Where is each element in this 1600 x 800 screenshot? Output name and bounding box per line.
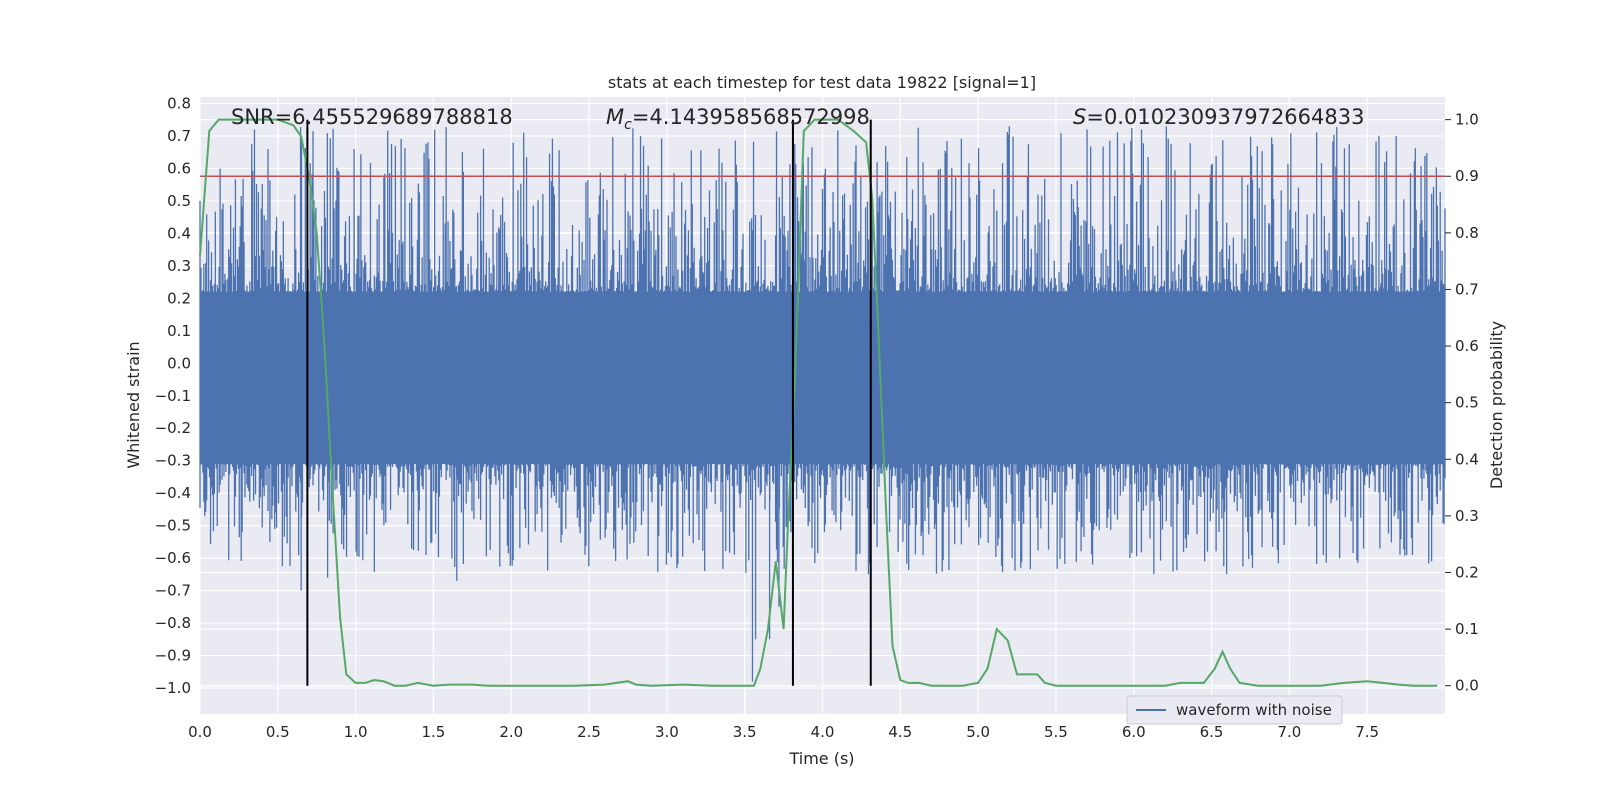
right-tick-label: 0.9 (1455, 167, 1479, 185)
x-tick-label: 5.5 (1044, 723, 1068, 741)
x-tick-label: 4.0 (811, 723, 835, 741)
x-tick-label: 2.0 (499, 723, 523, 741)
axes: 0.0 0.5 1.0 1.5 2.0 2.5 3.0 3.5 4.0 4.5 5.0 5.5 6.0 6… (155, 94, 1479, 741)
right-tick-label: 0.4 (1455, 450, 1479, 468)
left-tick-label: 0.5 (167, 192, 191, 210)
left-tick-label: 0.6 (167, 159, 191, 177)
s-symbol: S (1073, 105, 1086, 129)
legend-entry: waveform with noise (1176, 701, 1332, 719)
left-tick-label: 0.2 (167, 289, 191, 307)
x-tick-label: 3.0 (655, 723, 679, 741)
s-annotation: S=0.010230937972664833 (1073, 105, 1364, 129)
right-tick-label: 0.8 (1455, 224, 1479, 242)
right-tick-label: 0.0 (1455, 677, 1479, 695)
left-axis-label: Whitened strain (124, 341, 143, 468)
left-tick-label: 0.3 (167, 257, 191, 275)
left-tick-label: −0.2 (155, 419, 191, 437)
snr-annotation: SNR=6.455529689788818 (231, 105, 513, 129)
x-tick-label: 5.0 (966, 723, 990, 741)
x-tick-label: 6.5 (1200, 723, 1224, 741)
s-value: =0.010230937972664833 (1086, 105, 1364, 129)
right-tick-label: 0.1 (1455, 620, 1479, 638)
x-tick-label: 2.5 (577, 723, 601, 741)
overlays (199, 118, 1445, 687)
left-tick-label: 0.8 (167, 94, 191, 112)
left-tick-label: −0.6 (155, 549, 191, 567)
left-tick-label: 0.0 (167, 354, 191, 372)
left-tick-label: −0.5 (155, 517, 191, 535)
x-tick-label: 1.0 (344, 723, 368, 741)
left-tick-label: −0.8 (155, 614, 191, 632)
right-tick-label: 0.5 (1455, 394, 1479, 412)
x-tick-label: 3.5 (733, 723, 757, 741)
left-tick-label: 0.7 (167, 127, 191, 145)
left-tick-label: −0.4 (155, 484, 191, 502)
x-tick-label: 7.0 (1277, 723, 1301, 741)
mc-value: =4.143958568572998 (632, 105, 870, 129)
left-tick-label: −0.9 (155, 647, 191, 665)
x-tick-label: 6.0 (1122, 723, 1146, 741)
mc-subscript: c (624, 117, 632, 133)
right-tick-label: 0.3 (1455, 507, 1479, 525)
left-tick-label: 0.4 (167, 224, 191, 242)
left-tick-label: −0.1 (155, 387, 191, 405)
waveform-core (200, 291, 1445, 464)
x-tick-label: 0.5 (266, 723, 290, 741)
x-tick-label: 4.5 (888, 723, 912, 741)
chart-title: stats at each timestep for test data 198… (608, 73, 1036, 92)
right-axis-label: Detection probability (1487, 321, 1506, 489)
mc-annotation: Mc=4.143958568572998 (606, 105, 870, 133)
detection-probability-line (199, 118, 1438, 687)
mc-symbol: M (606, 105, 624, 129)
x-axis-label: Time (s) (788, 749, 854, 768)
right-tick-label: 0.2 (1455, 563, 1479, 581)
waveform-series (199, 126, 1446, 682)
x-tick-label: 7.5 (1355, 723, 1379, 741)
left-tick-label: −1.0 (155, 679, 191, 697)
left-tick-label: −0.3 (155, 452, 191, 470)
x-tick-label: 0.0 (188, 723, 212, 741)
legend: waveform with noise (1126, 695, 1343, 725)
left-tick-label: −0.7 (155, 582, 191, 600)
right-tick-label: 0.6 (1455, 337, 1479, 355)
right-tick-label: 1.0 (1455, 111, 1479, 129)
x-tick-label: 1.5 (422, 723, 446, 741)
legend-box (1126, 695, 1343, 725)
right-tick-label: 0.7 (1455, 280, 1479, 298)
left-tick-label: 0.1 (167, 322, 191, 340)
